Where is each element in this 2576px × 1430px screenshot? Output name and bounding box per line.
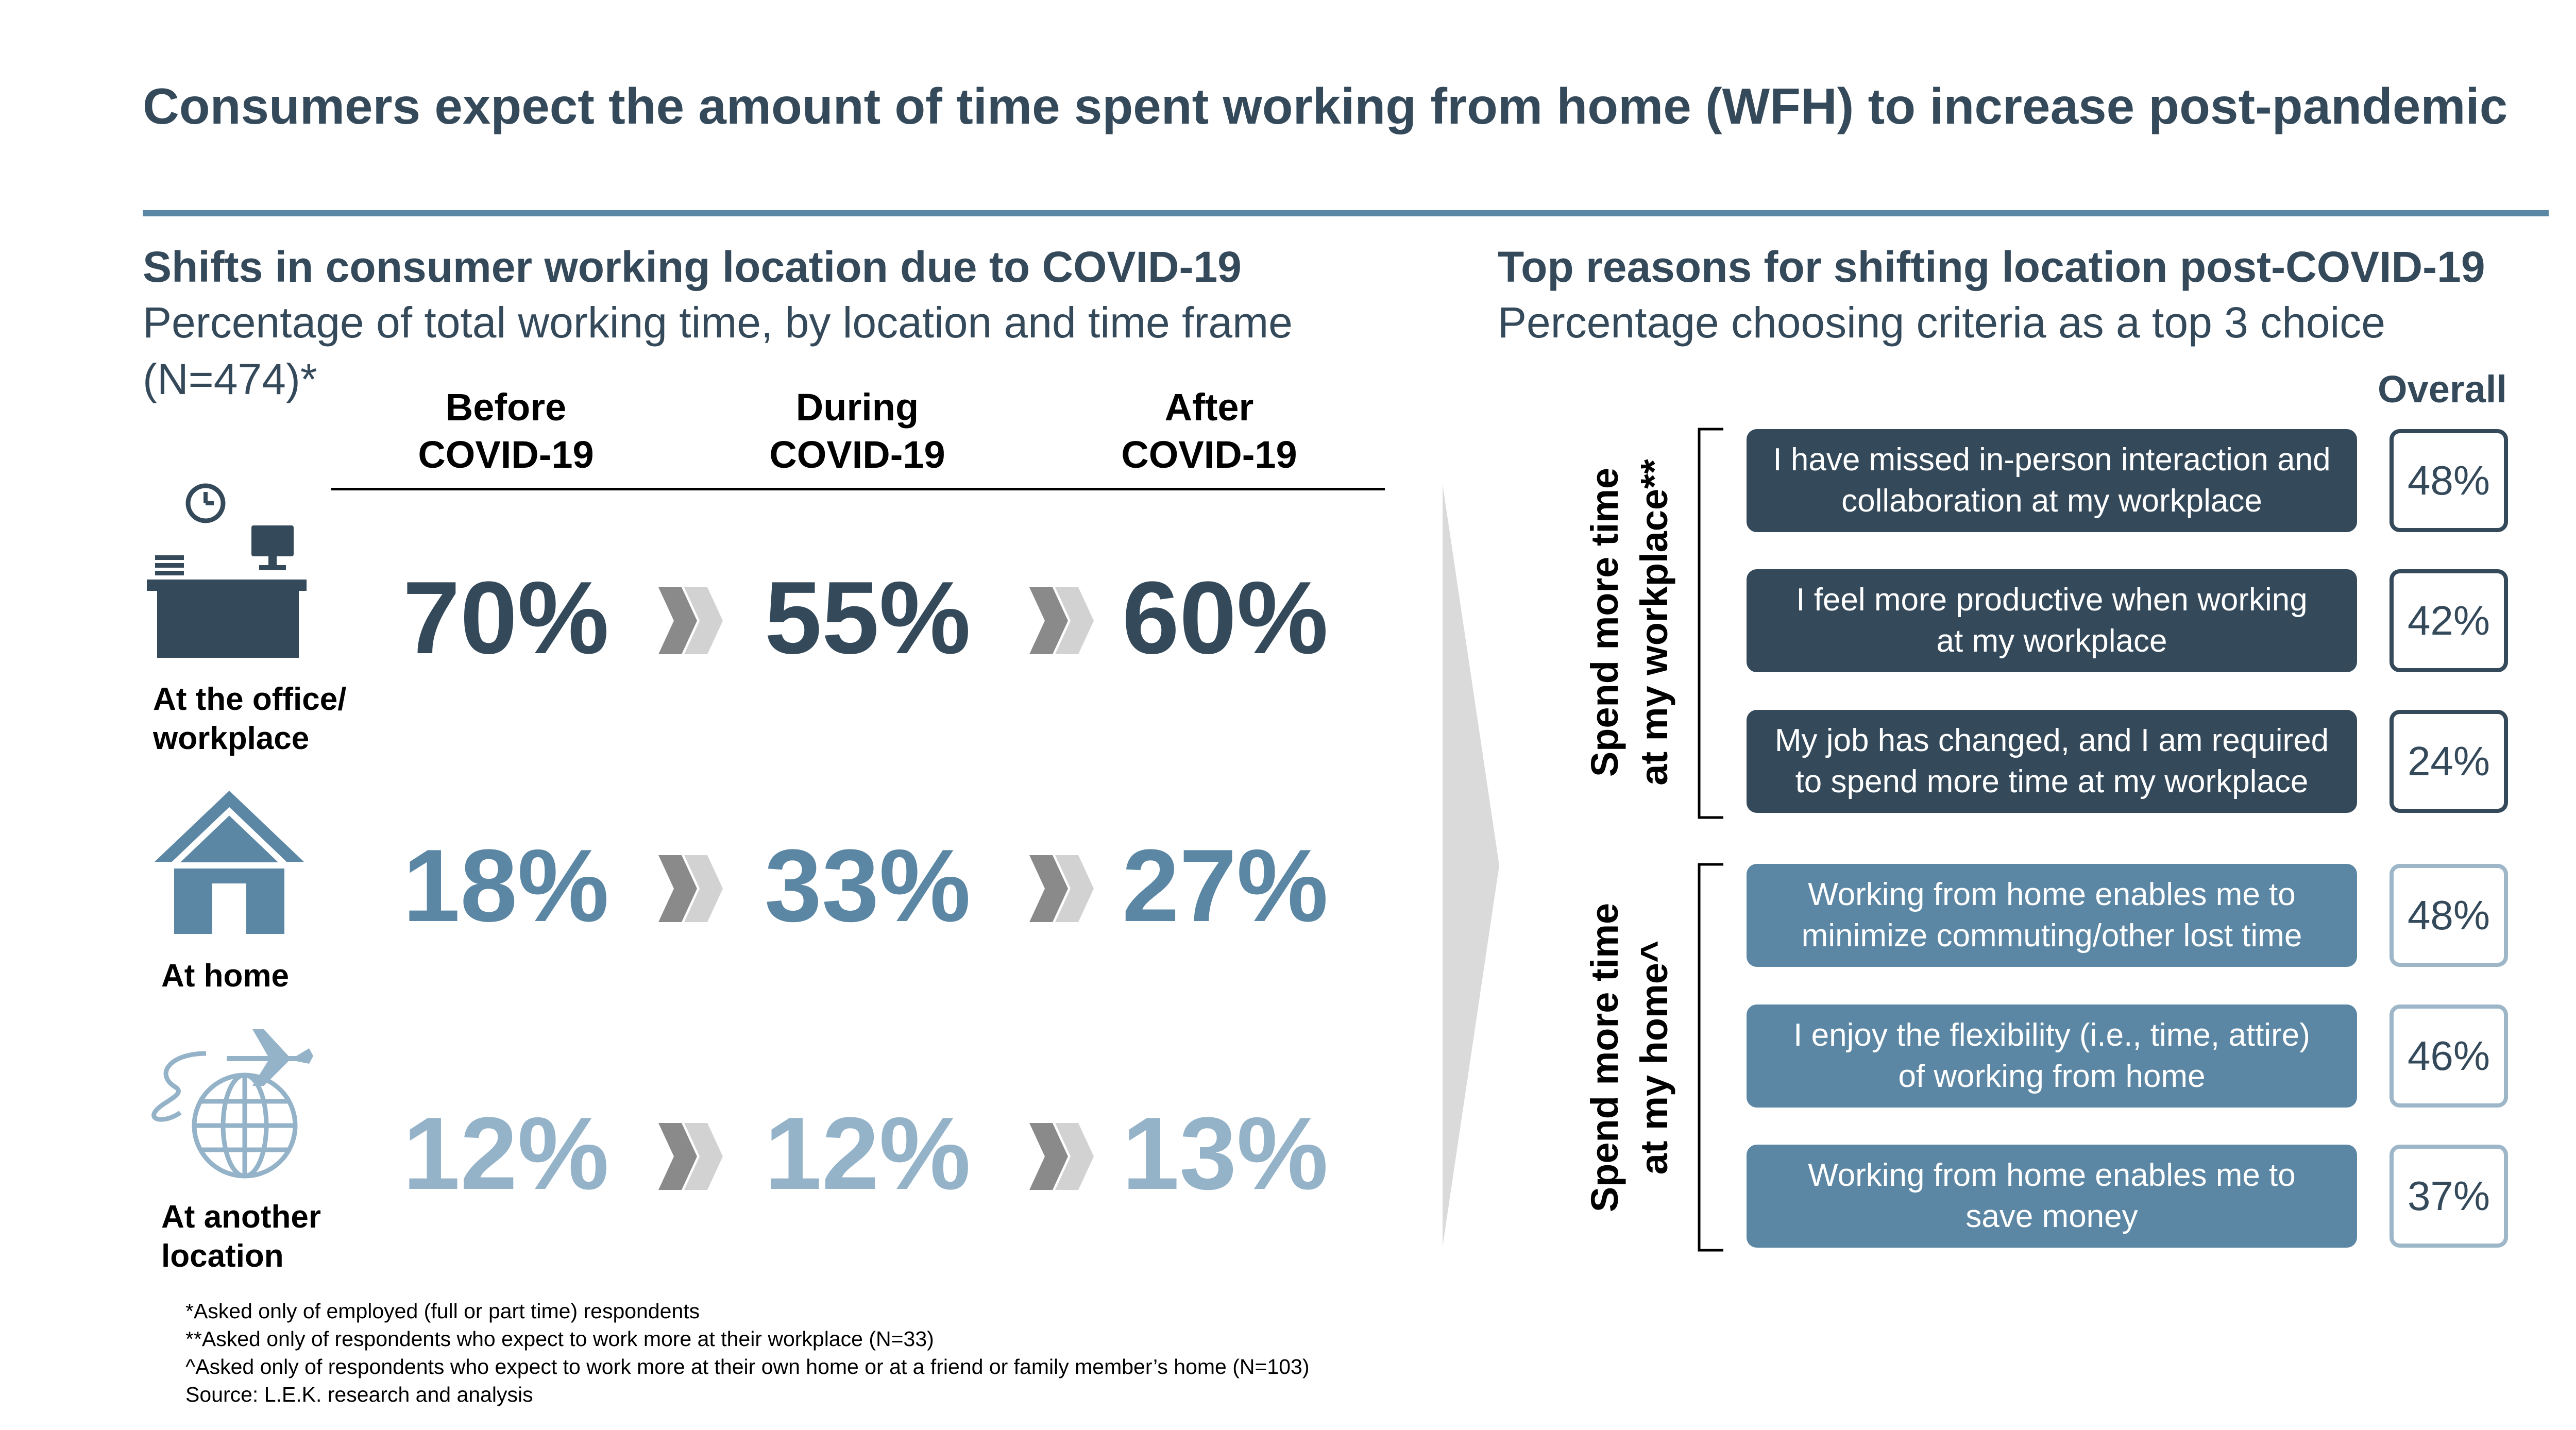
value-home-before: 18%: [402, 828, 609, 943]
reason-line: My job has changed, and I am required: [1774, 723, 2329, 758]
left-panel-subtitle-line1: Percentage of total working time, by loc…: [143, 298, 1293, 347]
value-office-after: 60%: [1122, 560, 1329, 675]
row-label-line: At home: [161, 958, 289, 994]
reason-line: to spend more time at my workplace: [1795, 764, 2309, 799]
title-divider: [143, 210, 2549, 216]
chevron-right-icon: [1029, 855, 1094, 922]
left-panel-subtitle-line2: (N=474)*: [143, 355, 317, 403]
column-header-line: COVID-19: [769, 433, 945, 476]
overall-label: Overall: [2378, 368, 2507, 411]
value-office-before: 70%: [402, 560, 609, 675]
value-badge: 48%: [2389, 429, 2508, 532]
value-home-after: 27%: [1122, 828, 1329, 943]
value-badge: 42%: [2389, 569, 2508, 672]
group-label-line: at my workplace**: [1633, 459, 1675, 786]
group-label-home: Spend more time at my home^: [1580, 903, 1679, 1212]
reason-missed-interaction: I have missed in-person interaction and c…: [1747, 429, 2357, 532]
row-label-line: At another: [161, 1199, 321, 1235]
row-label-home: At home: [161, 957, 289, 996]
value-badge: 24%: [2389, 710, 2508, 813]
group-label-line: Spend more time: [1583, 467, 1626, 777]
column-header-after: After COVID-19: [1055, 384, 1364, 479]
group-label-line: at my home^: [1633, 940, 1675, 1175]
reason-minimize-commuting: Working from home enables me to minimize …: [1747, 864, 2357, 967]
value-another-after: 13%: [1122, 1096, 1329, 1211]
reason-line: collaboration at my workplace: [1841, 483, 2262, 519]
reason-job-changed: My job has changed, and I am required to …: [1747, 710, 2357, 813]
column-header-line: Before: [445, 386, 567, 429]
row-label-line: workplace: [153, 721, 310, 756]
column-header-before: Before COVID-19: [351, 384, 660, 479]
left-panel-heading: Shifts in consumer working location due …: [143, 243, 1242, 291]
right-panel-heading: Top reasons for shifting location post-C…: [1498, 243, 2485, 291]
reason-line: minimize commuting/other lost time: [1801, 918, 2302, 954]
column-header-line: COVID-19: [1121, 433, 1297, 476]
reason-flexibility: I enjoy the flexibility (i.e., time, att…: [1747, 1005, 2357, 1108]
reason-line: Working from home enables me to: [1808, 877, 2296, 912]
column-header-line: COVID-19: [418, 433, 594, 476]
right-panel-subtitle: Percentage choosing criteria as a top 3 …: [1498, 298, 2386, 347]
transition-arrow: [1443, 484, 1499, 1247]
page-title: Consumers expect the amount of time spen…: [143, 78, 2508, 134]
value-another-before: 12%: [402, 1096, 609, 1211]
row-label-another-location: At another location: [161, 1198, 321, 1276]
chevron-right-icon: [658, 587, 723, 654]
value-badge: 46%: [2389, 1005, 2508, 1108]
office-desk-icon: [147, 483, 307, 658]
footnote: *Asked only of employed (full or part ti…: [185, 1299, 700, 1323]
reason-line: at my workplace: [1936, 623, 2167, 659]
column-header-line: After: [1164, 386, 1254, 429]
reason-line: Working from home enables me to: [1808, 1157, 2296, 1193]
column-header-underline: [331, 488, 1385, 490]
chevron-right-icon: [658, 1123, 723, 1190]
value-badge: 48%: [2389, 864, 2508, 967]
globe-plane-icon: [151, 1029, 313, 1179]
reason-line: I feel more productive when working: [1796, 582, 2308, 618]
reason-line: save money: [1965, 1199, 2138, 1234]
footnote: ^Asked only of respondents who expect to…: [185, 1355, 1310, 1378]
chevron-right-icon: [1029, 587, 1094, 654]
source-note: Source: L.E.K. research and analysis: [185, 1383, 533, 1406]
bracket-workplace: [1698, 428, 1723, 819]
footnote: **Asked only of respondents who expect t…: [185, 1327, 934, 1351]
chevron-right-icon: [658, 855, 723, 922]
bracket-home: [1698, 863, 1723, 1252]
reason-line: I have missed in-person interaction and: [1773, 442, 2331, 478]
group-label-line: Spend more time: [1583, 903, 1626, 1213]
row-label-line: location: [161, 1238, 284, 1274]
chevron-right-icon: [1029, 1123, 1094, 1190]
row-label-line: At the office/: [153, 682, 347, 717]
house-icon: [155, 791, 304, 934]
reason-save-money: Working from home enables me to save mone…: [1747, 1145, 2357, 1248]
reason-line: of working from home: [1898, 1059, 2206, 1094]
value-home-during: 33%: [764, 828, 971, 943]
value-office-during: 55%: [764, 560, 971, 675]
value-badge: 37%: [2389, 1145, 2508, 1248]
reason-more-productive: I feel more productive when working at my…: [1747, 569, 2357, 672]
column-header-line: During: [795, 386, 919, 429]
column-header-during: During COVID-19: [703, 384, 1012, 479]
group-label-workplace: Spend more time at my workplace**: [1580, 459, 1679, 785]
value-another-during: 12%: [764, 1096, 971, 1211]
row-label-office: At the office/ workplace: [153, 680, 346, 758]
reason-line: I enjoy the flexibility (i.e., time, att…: [1793, 1017, 2310, 1053]
